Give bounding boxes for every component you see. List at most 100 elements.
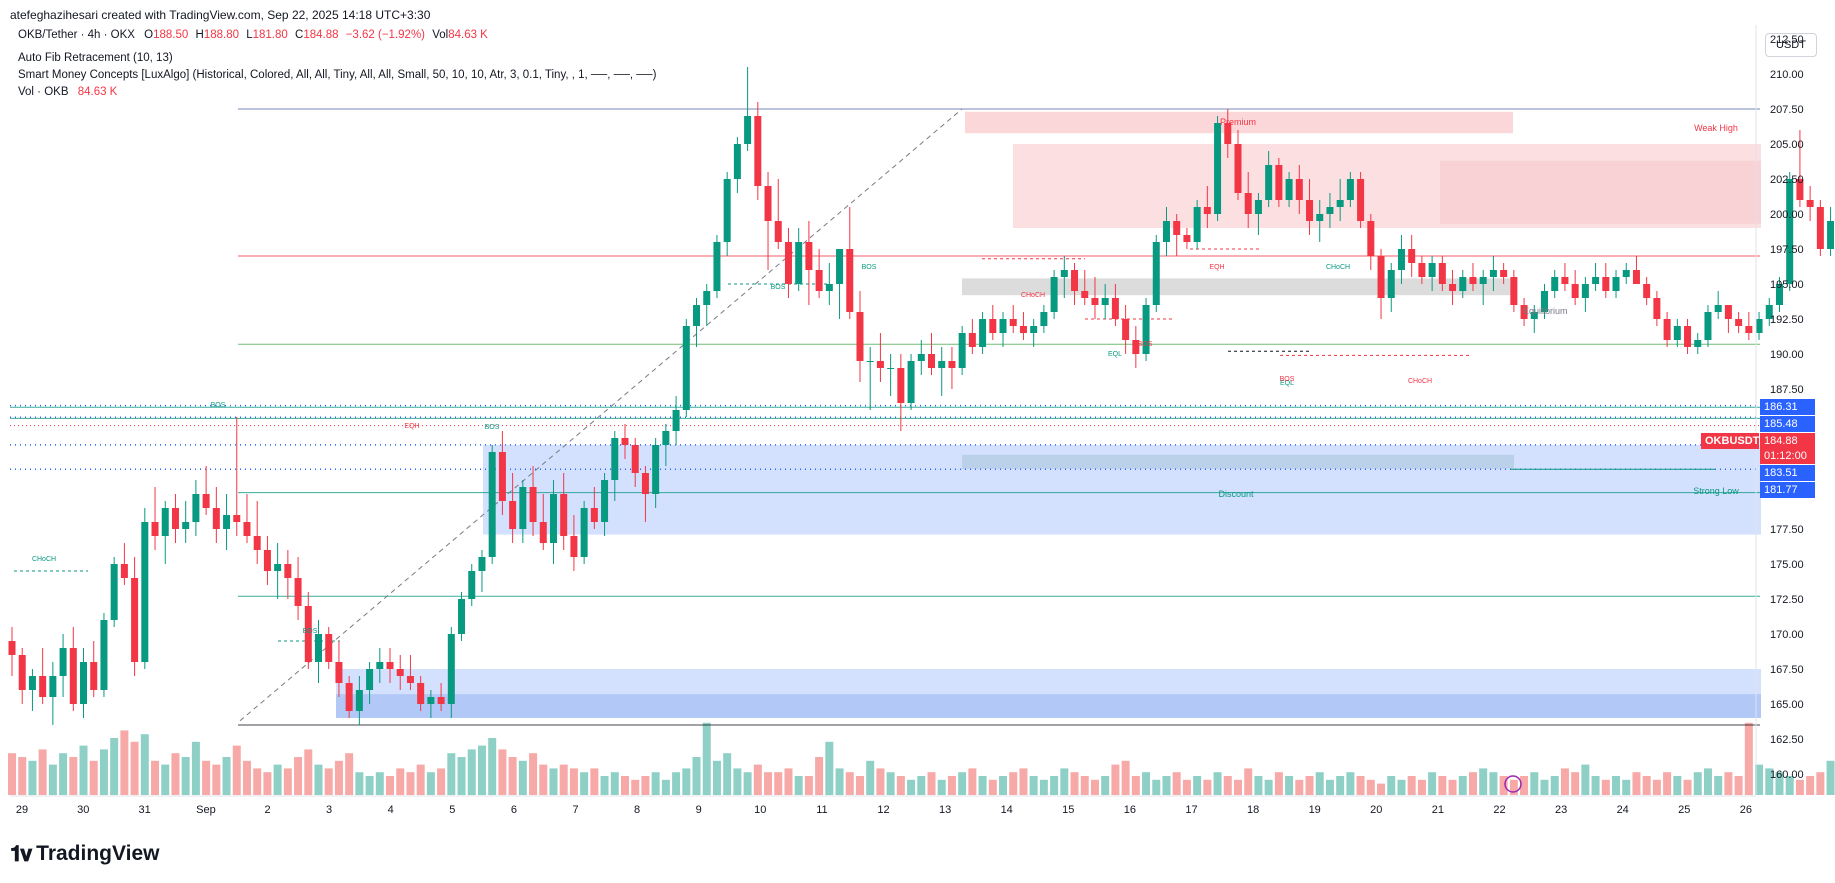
smc-label: BOS [485,424,500,431]
volume-bar [529,753,538,795]
candle-body [590,508,598,522]
candle-body [1714,305,1722,312]
volume-bar [1009,772,1018,795]
smc-label: CHoCH [1408,378,1432,385]
price-tick-label: 210.00 [1770,69,1804,81]
volume-bar [1090,779,1099,795]
price-tick-label: 205.00 [1770,139,1804,151]
volume-bar [1816,772,1825,795]
volume-bar [447,753,456,795]
time-tick-label: 16 [1124,804,1136,816]
candle-body [171,508,179,529]
legend-volume-value: 84.63 K [77,86,118,98]
time-tick-label: 11 [816,804,827,816]
volume-bar [866,760,875,795]
volume-bar [743,772,752,795]
volume-bar [1520,776,1529,795]
volume-bar [386,776,395,795]
time-tick-label: 29 [16,804,28,816]
candle-body [1612,277,1620,291]
tradingview-brand[interactable]: 𝟏𝐯 TradingView [10,841,159,867]
volume-bar [1612,776,1621,795]
time-tick-label: 22 [1493,804,1505,816]
volume-bar [1039,779,1048,795]
legend-fib[interactable]: Auto Fib Retracement (10, 13) [18,52,173,64]
volume-bar [1530,772,1539,795]
legend-volume-line[interactable]: Vol · OKB 84.63 K [18,86,117,98]
time-axis[interactable]: 29 30 31 Sep 2 3 4 5 6 7 8 9 10 11 12 13 14 15 16 17 18 19 20 2… [10,775,1756,816]
volume-bar [191,741,200,795]
volume-bar [1428,772,1437,795]
candles [8,67,1835,725]
volume-bar [804,776,813,795]
candle-body [263,550,271,571]
candle-body [1581,284,1589,298]
candle-body [1336,200,1344,207]
header-credit: atefeghazihesari created with TradingVie… [10,8,431,22]
volume-bar [702,722,711,795]
candle-body [447,634,455,704]
candle-body [1132,340,1140,354]
time-tick-label: 10 [754,804,766,816]
volume-bar [28,760,37,795]
volume-bar [171,753,180,795]
volume-bar [651,772,660,795]
candle-body [386,662,394,669]
candle-body [120,564,128,578]
volume-bar [1765,768,1774,795]
volume-bar [1499,776,1508,795]
volume-bar [222,757,231,795]
candle-body [928,354,935,368]
volume-bar [1152,779,1161,795]
volume-bar [38,749,47,795]
candle-body [69,648,77,704]
legend-smc[interactable]: Smart Money Concepts [LuxAlgo] (Historic… [18,69,657,81]
volume-bar [988,779,997,795]
candle-body [335,662,343,683]
volume-bar [1254,776,1263,795]
currency-selector[interactable]: USDT [1765,33,1817,57]
candle-body [1653,298,1661,319]
volume-bar [1101,776,1110,795]
price-axis[interactable]: 212.50 210.00 207.50 205.00 202.50 200.00 197.… [1755,25,1804,795]
volume-bar [661,779,670,795]
volume-bar [314,764,323,795]
candle-body [795,242,803,284]
volume-bar [907,779,916,795]
candle-body [948,361,956,368]
smc-label: Discount [1218,489,1254,499]
volume-bar [876,768,885,795]
candle-body [1827,221,1835,249]
volume-bar [498,749,507,795]
volume-bar [815,757,824,795]
candle-body [1449,284,1457,291]
candle-body [866,361,874,362]
candle-body [1234,144,1242,193]
legend-symbol[interactable]: OKB/Tether · 4h · OKX [18,29,135,41]
candle-body [1214,123,1222,214]
price-tag-183-51: 183.51 [1760,465,1815,481]
candle-body [1438,263,1446,284]
smc-label: Equilibrium [1523,306,1568,316]
volume-bar [1806,776,1815,795]
volume-bar [304,749,313,795]
price-tick-label: 187.50 [1770,384,1804,396]
price-tick-label: 197.50 [1770,244,1804,256]
volume-bar [1591,776,1600,795]
volume-bar [1755,764,1764,795]
volume-bar [1162,776,1171,795]
candle-body [836,249,844,284]
volume-bar [1172,772,1181,795]
candle-body [131,578,139,662]
order-block-bear [1440,160,1761,224]
volume-bar [539,764,548,795]
volume-bar [692,757,701,795]
volume-bar [1489,772,1498,795]
volume-bar [1795,779,1804,795]
candle-body [1285,179,1293,200]
price-tick-label: 162.50 [1770,734,1804,746]
volume-bar [1407,776,1416,795]
candle-body [1244,193,1252,214]
candle-body [151,522,159,536]
